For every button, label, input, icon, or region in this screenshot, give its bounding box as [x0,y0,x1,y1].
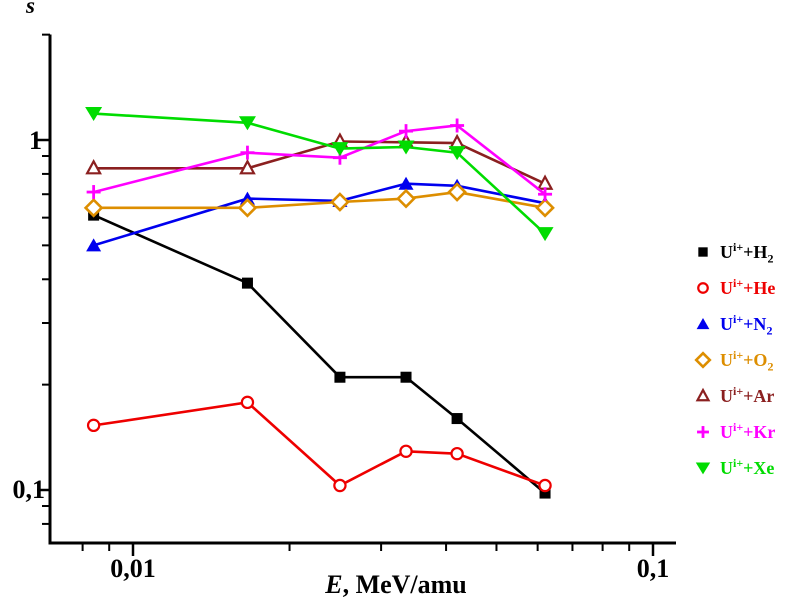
legend-label-base: U [720,422,733,442]
legend-label-superscript: i+ [733,384,744,398]
series-line-UO2 [93,190,546,210]
legend-label-superscript: i+ [733,276,744,290]
legend-label-subscript: 2 [767,359,774,374]
series-line-UN2 [93,182,546,247]
legend-item-UHe: Ui++He [692,276,775,300]
marker-diamond-icon [694,351,712,369]
marker-diamond-icon [83,197,104,218]
legend-item-UN2: Ui++N2 [692,312,775,337]
legend-item-label: Ui++O2 [720,348,773,373]
legend-diamond-open-icon [694,351,712,369]
legend-label-target: +He [743,278,776,298]
legend-item-label: Ui++He [720,276,776,298]
series-line-UKr [93,124,546,196]
x-tick-label-0-01: 0,01 [110,554,156,583]
legend-item-label: Ui++Ar [720,384,775,406]
legend-label-base: U [720,458,733,478]
legend-square-filled-icon [698,247,708,257]
x-axis-title-units: , MeV/amu [342,570,467,599]
marker-square-icon [451,413,463,425]
x-tick-label-0-1: 0,1 [636,554,670,583]
legend-item-UKr: Ui++Kr [692,420,775,444]
legend-item-UAr: Ui++Ar [692,384,775,408]
marker-square-icon [698,247,708,257]
marker-diamond-icon [396,188,416,209]
marker-square-icon [334,371,346,383]
marker-triangle-open-icon [695,387,711,402]
marker-circle-icon [538,478,552,493]
legend-triangle-down-filled-icon [695,462,711,475]
marker-triangle-down-icon [397,140,415,155]
legend-label-base: U [720,386,733,406]
marker-triangle-up-icon [696,318,710,330]
legend-triangle-filled-icon [696,318,710,330]
marker-triangle-down-icon [448,146,466,161]
marker-triangle-down-icon [695,462,711,475]
legend-item-UO2: Ui++O2 [692,348,775,373]
marker-triangle-down-icon [536,227,554,242]
legend-item-UH2: Ui++H2 [692,240,775,265]
marker-circle-icon [399,444,413,458]
y-tick-label-0-1: 0,1 [12,475,46,504]
marker-triangle-down-icon [331,142,349,157]
marker-square-icon [539,487,551,499]
marker-triangle-open-icon [85,159,102,175]
legend-item-label: Ui++Xe [720,456,775,478]
legend-label-superscript: i+ [733,240,744,254]
legend-label-target: +Ar [743,386,775,406]
legend-label-target: +Xe [743,458,775,478]
legend-circle-open-icon [697,282,709,294]
legend-label-superscript: i+ [733,312,744,326]
marker-diamond-icon [447,182,467,202]
legend-triangle-open-icon [695,387,711,402]
legend-label-target: +N [743,314,767,334]
x-axis-title-symbol: E [325,570,343,599]
legend-label-base: U [720,350,733,370]
legend: Ui++H2 Ui++He Ui++N2 Ui++O2 Ui++Ar Ui++Kr Ui++… [692,240,775,480]
marker-diamond-icon [237,197,258,218]
marker-triangle-up-icon [86,238,102,252]
marker-diamond-icon [535,197,555,218]
marker-square-icon [241,277,253,289]
legend-label-superscript: i+ [733,420,744,434]
legend-item-label: Ui++H2 [720,240,773,265]
legend-label-target: +H [743,242,768,262]
series-line-UXe [93,112,546,235]
legend-item-UXe: Ui++Xe [692,456,775,480]
marker-triangle-up-icon [398,176,414,190]
marker-triangle-down-icon [238,116,256,131]
marker-triangle-down-icon [85,107,103,122]
marker-circle-icon [450,446,464,461]
y-axis-symbol: s [26,0,35,18]
legend-item-label: Ui++Kr [720,420,776,442]
marker-square-icon [400,371,412,383]
legend-label-target: +O [743,350,768,370]
legend-label-base: U [720,278,733,298]
y-tick-label-1: 1 [29,126,42,155]
x-axis-title: E, MeV/amu [296,572,496,598]
marker-circle-icon [240,395,255,410]
legend-plus-icon [697,426,709,438]
marker-circle-icon [86,418,101,433]
series-line-UH2 [93,213,546,495]
legend-label-subscript: 2 [767,251,774,266]
legend-label-base: U [720,242,733,262]
legend-label-superscript: i+ [733,456,744,470]
legend-label-subscript: 2 [766,323,773,338]
marker-circle-icon [333,478,347,493]
marker-diamond-icon [330,192,350,212]
series-line-UAr [93,140,546,185]
marker-circle-icon [697,282,709,294]
legend-label-superscript: i+ [733,348,744,362]
legend-label-target: +Kr [743,422,776,442]
series-line-UHe [93,401,546,488]
legend-item-label: Ui++N2 [720,312,772,337]
legend-label-base: U [720,314,733,334]
marker-triangle-open-icon [239,159,256,175]
